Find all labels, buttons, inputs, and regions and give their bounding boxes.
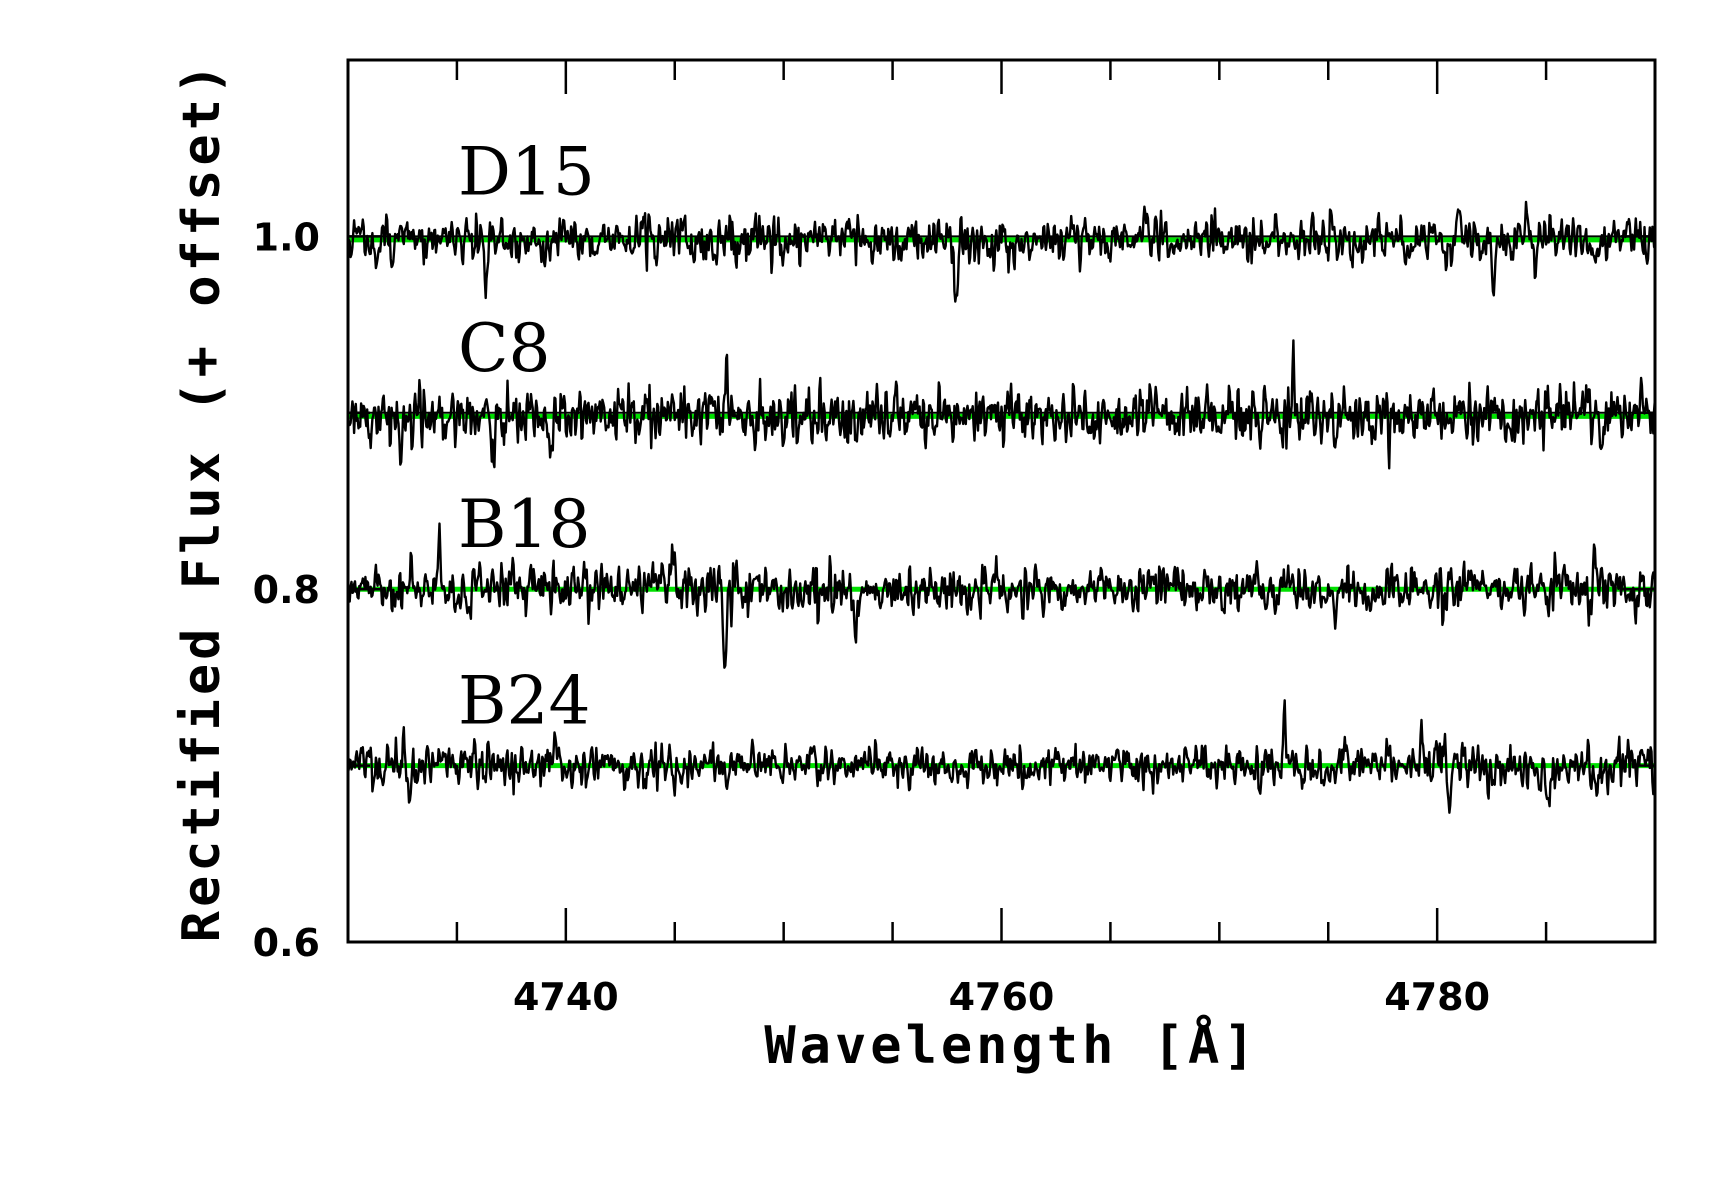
- plot-area: D15 C8 B18 B24: [346, 133, 1657, 814]
- spectrum-line: [346, 339, 1657, 470]
- y-axis-title: Rectified Flux (+ offset): [172, 60, 232, 943]
- series-C8: C8: [346, 310, 1657, 470]
- series-label-D15: D15: [458, 133, 595, 210]
- spectrum-line: [346, 699, 1657, 814]
- y-tick-label: 0.6: [253, 921, 320, 965]
- series-B18: B18: [346, 486, 1656, 669]
- series-label-C8: C8: [458, 310, 551, 387]
- x-tick-label: 4760: [949, 975, 1055, 1019]
- series-label-B18: B18: [458, 486, 590, 563]
- series-label-B24: B24: [458, 663, 590, 740]
- tick-labels: 4740 4760 4780 0.6 0.8 1.0: [253, 215, 1490, 1019]
- x-tick-label: 4740: [513, 975, 619, 1019]
- series-D15: D15: [346, 133, 1657, 303]
- axis-ticks: [348, 60, 1655, 942]
- y-tick-label: 0.8: [253, 568, 320, 612]
- spectrum-line: [346, 200, 1657, 303]
- x-tick-label: 4780: [1384, 975, 1490, 1019]
- spectrum-line: [346, 522, 1656, 669]
- x-axis-title: Wavelength [Å]: [764, 1015, 1258, 1076]
- y-tick-label: 1.0: [253, 215, 320, 259]
- series-B24: B24: [346, 663, 1657, 814]
